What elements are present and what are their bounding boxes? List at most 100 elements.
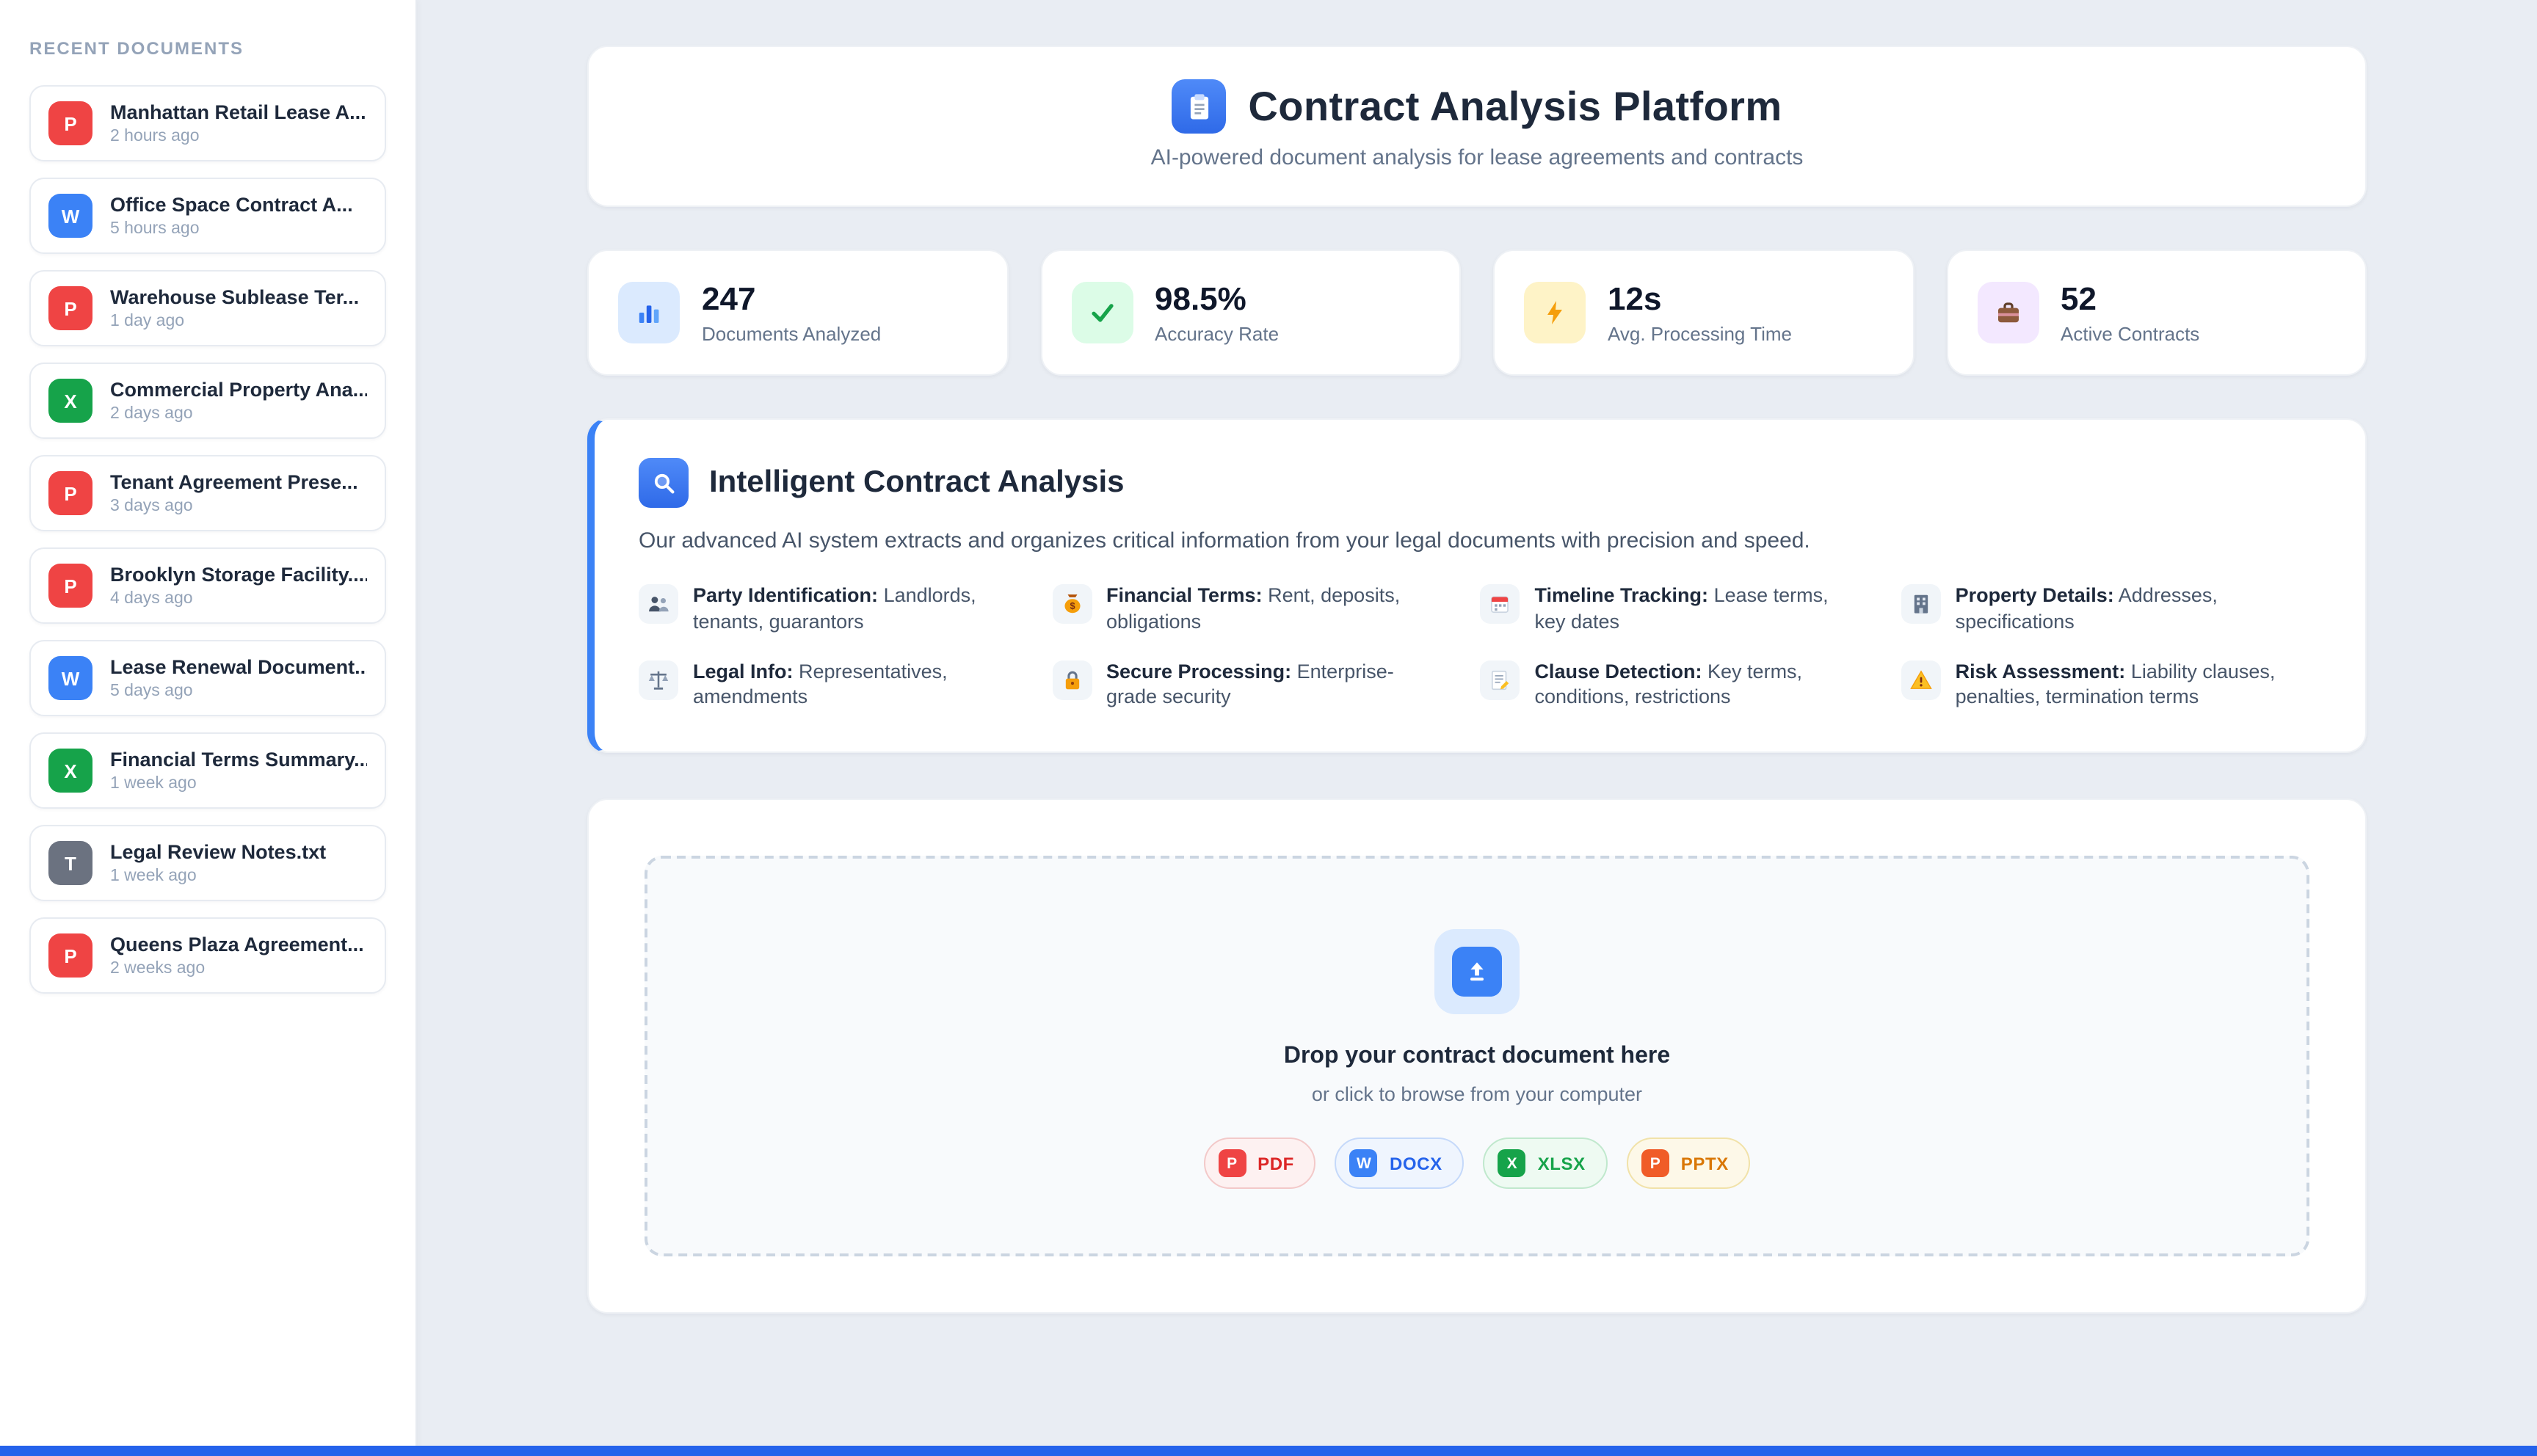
feature-value: Landlords, tenants, guarantors — [693, 584, 976, 633]
document-list-item[interactable]: W Lease Renewal Document... 5 days ago — [29, 640, 386, 716]
document-list-item[interactable]: P Warehouse Sublease Ter... 1 day ago — [29, 270, 386, 346]
feature-label: Financial Terms: — [1106, 584, 1263, 606]
document-time: 1 day ago — [110, 313, 185, 330]
stat-value: 12s — [1608, 280, 1662, 317]
feature-value: Representatives, amendments — [693, 660, 948, 708]
stats-row: 247 Documents Analyzed 98.5% Accuracy Ra… — [587, 250, 2367, 376]
feature-grid: Party Identification: Landlords, tenants… — [639, 583, 2321, 711]
document-name: Manhattan Retail Lease A... — [110, 101, 366, 123]
feature-secure-processing: Secure Processing: Enterprise-grade secu… — [1052, 658, 1442, 710]
stat-processing-time: 12s Avg. Processing Time — [1493, 250, 1914, 376]
header-card: Contract Analysis Platform AI-powered do… — [587, 46, 2367, 207]
pptx-file-icon: P — [1641, 1149, 1669, 1178]
format-badge-docx: W DOCX — [1335, 1138, 1465, 1190]
document-name: Commercial Property Ana... — [110, 379, 367, 401]
upload-card: Drop your contract document here or clic… — [587, 798, 2367, 1314]
feature-label: Party Identification: — [693, 584, 879, 606]
stat-accuracy-rate: 98.5% Accuracy Rate — [1040, 250, 1461, 376]
briefcase-icon — [1977, 282, 2039, 343]
building-icon — [1901, 584, 1941, 624]
feature-label: Property Details: — [1955, 584, 2114, 606]
warning-icon — [1901, 660, 1941, 700]
dropzone-title: Drop your contract document here — [1283, 1044, 1671, 1069]
lock-icon — [1052, 660, 1092, 700]
pdf-file-icon: P — [1218, 1149, 1246, 1178]
xlsx-file-icon: X — [48, 749, 92, 793]
stat-active-contracts: 52 Active Contracts — [1946, 250, 2367, 376]
document-list-item[interactable]: P Tenant Agreement Prese... 3 days ago — [29, 455, 386, 531]
analysis-title: Intelligent Contract Analysis — [709, 465, 1125, 499]
analysis-description: Our advanced AI system extracts and orga… — [639, 528, 1810, 553]
document-name: Financial Terms Summary... — [110, 749, 367, 771]
feature-timeline-tracking: Timeline Tracking: Lease terms, key date… — [1480, 583, 1862, 635]
document-name: Brooklyn Storage Facility.... — [110, 564, 367, 586]
feature-risk-assessment: Risk Assessment: Liability clauses, pena… — [1901, 658, 2321, 710]
bar-chart-icon — [618, 282, 680, 343]
document-list-item[interactable]: P Manhattan Retail Lease A... 2 hours ag… — [29, 85, 386, 161]
pdf-file-icon: P — [48, 286, 92, 330]
stat-value: 52 — [2061, 280, 2097, 317]
format-label: PDF — [1257, 1153, 1294, 1174]
document-list-item[interactable]: P Brooklyn Storage Facility.... 4 days a… — [29, 547, 386, 624]
document-time: 3 days ago — [110, 498, 193, 515]
stat-label: Documents Analyzed — [702, 323, 882, 345]
pdf-file-icon: P — [48, 564, 92, 608]
analysis-card: Intelligent Contract Analysis Our advanc… — [587, 418, 2367, 754]
feature-value: Lease terms, key dates — [1534, 584, 1829, 633]
dropzone-browse-hint[interactable]: or click to browse from your computer — [1311, 1083, 1643, 1106]
feature-party-identification: Party Identification: Landlords, tenants… — [639, 583, 1014, 635]
scales-icon — [639, 660, 678, 700]
format-label: XLSX — [1537, 1153, 1586, 1174]
txt-file-icon: T — [48, 841, 92, 885]
file-dropzone[interactable]: Drop your contract document here or clic… — [645, 856, 2309, 1257]
document-name: Lease Renewal Document... — [110, 656, 367, 678]
feature-property-details: Property Details: Addresses, specificati… — [1901, 583, 2321, 635]
feature-label: Legal Info: — [693, 660, 794, 682]
feature-label: Secure Processing: — [1106, 660, 1292, 682]
document-time: 2 hours ago — [110, 128, 200, 145]
format-badge-pptx: P PPTX — [1626, 1138, 1751, 1190]
document-time: 1 week ago — [110, 867, 197, 885]
memo-icon — [1480, 660, 1520, 700]
format-label: PPTX — [1680, 1153, 1729, 1174]
page-title: Contract Analysis Platform — [1248, 83, 1782, 128]
document-list-item[interactable]: X Commercial Property Ana... 2 days ago — [29, 363, 386, 439]
document-time: 1 week ago — [110, 775, 197, 793]
feature-label: Risk Assessment: — [1955, 660, 2126, 682]
docx-file-icon: W — [48, 194, 92, 238]
document-time: 2 days ago — [110, 405, 193, 423]
document-list-item[interactable]: T Legal Review Notes.txt 1 week ago — [29, 825, 386, 901]
recent-documents-sidebar: RECENT DOCUMENTS P Manhattan Retail Leas… — [0, 0, 417, 1456]
sidebar-title: RECENT DOCUMENTS — [29, 38, 244, 59]
feature-label: Clause Detection: — [1534, 660, 1702, 682]
money-icon: $ — [1052, 584, 1092, 624]
xlsx-file-icon: X — [48, 379, 92, 423]
document-list-item[interactable]: X Financial Terms Summary... 1 week ago — [29, 732, 386, 809]
lightning-icon — [1524, 282, 1586, 343]
clipboard-icon — [1172, 79, 1227, 134]
feature-legal-info: Legal Info: Representatives, amendments — [639, 658, 1014, 710]
document-time: 2 weeks ago — [110, 960, 206, 978]
calendar-icon — [1480, 584, 1520, 624]
page-subtitle: AI-powered document analysis for lease a… — [1150, 145, 1804, 170]
svg-text:$: $ — [1069, 600, 1074, 611]
document-list-item[interactable]: P Queens Plaza Agreement... 2 weeks ago — [29, 917, 386, 994]
stat-label: Active Contracts — [2061, 323, 2200, 345]
feature-value: Liability clauses, penalties, terminatio… — [1955, 660, 2276, 708]
stat-label: Accuracy Rate — [1155, 323, 1280, 345]
document-name: Tenant Agreement Prese... — [110, 471, 358, 493]
feature-financial-terms: $ Financial Terms: Rent, deposits, oblig… — [1052, 583, 1442, 635]
document-list-item[interactable]: W Office Space Contract A... 5 hours ago — [29, 178, 386, 254]
xlsx-file-icon: X — [1498, 1149, 1526, 1178]
stat-value: 98.5% — [1155, 280, 1246, 317]
format-badge-xlsx: X XLSX — [1483, 1138, 1608, 1190]
pdf-file-icon: P — [48, 101, 92, 145]
people-icon — [639, 584, 678, 624]
format-badge-pdf: P PDF — [1203, 1138, 1316, 1190]
pdf-file-icon: P — [48, 471, 92, 515]
document-name: Warehouse Sublease Ter... — [110, 286, 360, 308]
document-name: Office Space Contract A... — [110, 194, 353, 216]
supported-formats: P PDF W DOCX X XLSX P PP — [677, 1138, 2277, 1190]
check-icon — [1071, 282, 1133, 343]
